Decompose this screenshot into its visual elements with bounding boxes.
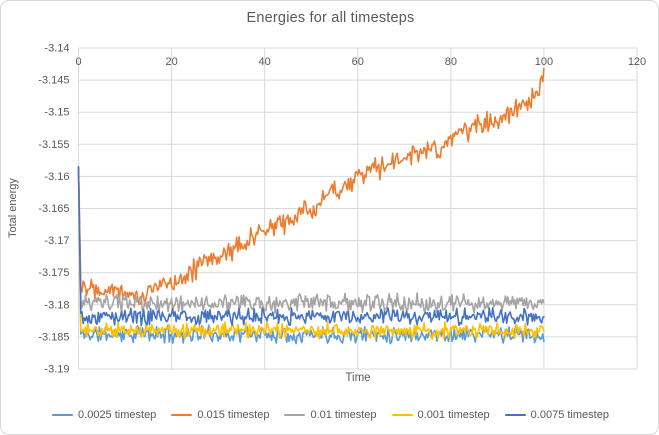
y-tick-label: -3.14	[44, 43, 69, 55]
legend-label: 0.001 timestep	[417, 409, 490, 421]
legend-item-0.0025-timestep: 0.0025 timestep	[52, 409, 156, 421]
y-tick-label: -3.17	[44, 235, 69, 247]
y-tick-label: -3.145	[38, 75, 69, 87]
series-line-0.001-timestep	[77, 169, 545, 340]
series-line-0.015-timestep	[77, 67, 545, 307]
chart-title: Energies for all timesteps	[246, 10, 415, 26]
y-tick-label: -3.165	[38, 203, 69, 215]
series-lines	[77, 67, 545, 345]
x-tick-label: 40	[259, 56, 271, 68]
y-tick-label: -3.15	[44, 107, 69, 119]
series-line-0.01-timestep	[77, 169, 545, 315]
gridlines	[78, 47, 638, 370]
x-tick-label: 80	[445, 56, 457, 68]
legend: 0.0025 timestep 0.015 timestep 0.01 timest…	[1, 404, 658, 426]
y-tick-label: -3.18	[44, 299, 69, 311]
legend-line-marker	[171, 413, 193, 417]
x-tick-label: 0	[75, 56, 81, 68]
x-tick-label: 20	[165, 56, 177, 68]
legend-line-marker	[284, 413, 306, 417]
series-line-0.0075-timestep	[77, 166, 545, 327]
legend-label: 0.01 timestep	[310, 409, 377, 421]
legend-item-0.015-timestep: 0.015 timestep	[171, 409, 269, 421]
legend-line-marker	[391, 413, 413, 417]
legend-label: 0.0075 timestep	[530, 409, 609, 421]
legend-label: 0.0025 timestep	[78, 409, 157, 421]
x-axis-tick-labels: 0 20 40 60 80 100 120	[75, 56, 646, 68]
legend-item-0.001-timestep: 0.001 timestep	[391, 409, 490, 421]
legend-line-marker	[504, 413, 526, 417]
legend-item-0.0075-timestep: 0.0075 timestep	[504, 409, 609, 421]
y-tick-label: -3.155	[38, 139, 69, 151]
x-tick-label: 120	[628, 56, 646, 68]
y-axis-tick-labels: -3.14 -3.145 -3.15 -3.155 -3.16 -3.165 -3.17 -3…	[38, 43, 69, 376]
y-tick-label: -3.175	[38, 267, 69, 279]
x-tick-label: 60	[352, 56, 364, 68]
y-tick-label: -3.185	[38, 331, 69, 343]
x-axis-title: Time	[345, 372, 371, 384]
legend-item-0.01-timestep: 0.01 timestep	[284, 409, 377, 421]
y-tick-label: -3.19	[44, 364, 69, 376]
y-tick-label: -3.16	[44, 171, 69, 183]
legend-line-marker	[52, 413, 74, 417]
legend-label: 0.015 timestep	[197, 409, 270, 421]
x-tick-label: 100	[535, 56, 553, 68]
